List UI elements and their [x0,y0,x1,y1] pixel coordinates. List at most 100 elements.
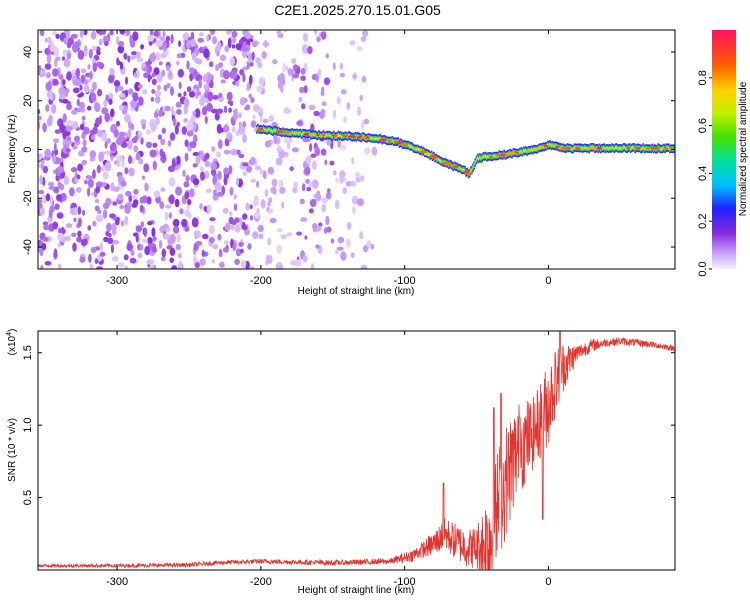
noise-blob [109,30,114,36]
noise-blob [146,196,152,205]
ridge-column [495,154,497,158]
noise-blob [147,237,153,245]
noise-blob [71,121,79,130]
noise-blob [48,185,56,190]
noise-blob [273,134,278,145]
noise-blob [131,51,137,56]
noise-blob [58,227,63,234]
ridge-column [668,147,671,151]
noise-blob [168,70,173,79]
noise-blob [313,110,320,117]
noise-blob [57,242,62,248]
noise-blob [106,222,112,232]
ridge-column [480,157,482,160]
noise-blob [50,196,54,207]
noise-blob [203,206,208,212]
noise-blob [205,188,212,193]
ridge-column [300,133,303,136]
noise-blob [282,62,286,73]
noise-blob [70,33,78,39]
y-tick-label: -40 [22,239,34,255]
noise-blob [107,237,114,244]
noise-blob [325,53,329,59]
noise-blob [154,95,161,104]
noise-blob [38,120,41,131]
ridge-column [473,164,475,167]
ridge-column [474,161,477,164]
ridge-column [390,139,393,142]
noise-blob [332,62,336,71]
ridge-column [368,136,371,139]
noise-blob [171,158,176,168]
noise-blob [125,76,128,85]
ridge-column [583,146,586,149]
noise-blob [191,217,199,228]
noise-blob [178,40,182,47]
noise-blob [109,67,115,76]
noise-blob [140,119,147,125]
ridge-column [460,168,463,171]
noise-blob [204,160,211,168]
noise-blob [123,53,128,60]
noise-blob [45,193,51,202]
noise-blob [114,86,119,93]
ridge-column [319,134,321,137]
noise-blob [89,150,97,159]
noise-blob [77,230,82,237]
noise-blob [189,188,195,198]
noise-blob [172,218,180,227]
noise-blob [87,225,92,231]
ridge-column [348,134,350,137]
snr-y-ticks: 0.5 1.0 1.5 [22,345,675,505]
noise-blob [198,46,205,54]
noise-blob [54,129,61,135]
noise-blob [231,70,238,80]
noise-blob [223,240,230,245]
noise-blob [139,244,144,251]
noise-blob [190,31,195,42]
noise-blob [271,178,278,187]
noise-blob [77,163,83,172]
noise-blob [201,106,208,116]
noise-blob [192,134,198,144]
noise-blob [120,220,125,227]
noise-blob [315,244,320,249]
noise-blob [203,48,210,59]
ridge-column [341,135,343,138]
noise-blob [216,191,224,197]
ridge-column [414,147,417,151]
ridge-column [440,159,442,163]
noise-blob [291,58,297,64]
noise-blob [225,222,231,232]
noise-blob [158,240,163,249]
noise-blob [118,40,124,47]
noise-blob [242,49,248,58]
noise-blob [140,221,145,228]
noise-blob [301,183,306,192]
ridge-column [459,167,462,170]
noise-blob [87,105,92,111]
noise-blob [269,217,277,224]
noise-blob [184,226,190,232]
noise-blob [123,254,129,261]
ridge-column [478,157,480,161]
noise-blob [125,202,133,207]
x-tick-label: 0 [545,275,551,287]
noise-blob [71,69,76,74]
noise-blob [238,121,242,129]
noise-blob [234,108,238,117]
noise-blob [370,243,375,250]
noise-blob [279,186,286,194]
noise-blob [67,140,74,145]
noise-blob [119,93,126,99]
noise-blob [244,228,250,236]
noise-blob [145,141,153,149]
colorbar-tick-label: 0.0 [697,261,709,276]
noise-blob [54,58,58,68]
noise-blob [104,40,109,47]
noise-blob [77,206,82,215]
noise-blob [304,166,311,175]
noise-blob [342,187,347,195]
noise-blob [223,167,230,175]
noise-blob [277,79,283,90]
